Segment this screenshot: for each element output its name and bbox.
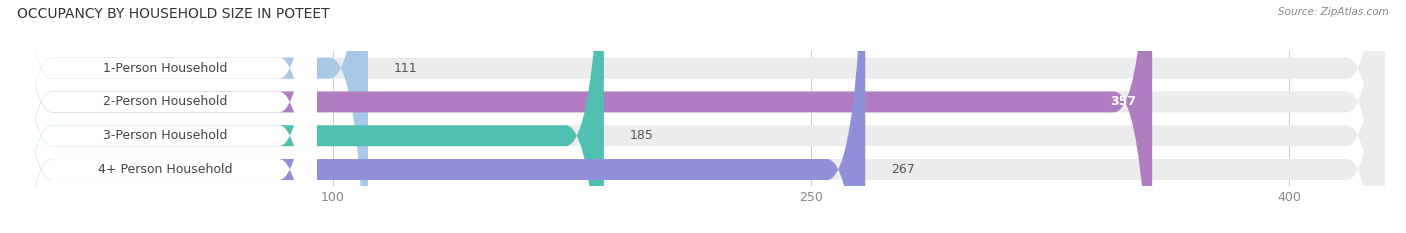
Text: OCCUPANCY BY HOUSEHOLD SIZE IN POTEET: OCCUPANCY BY HOUSEHOLD SIZE IN POTEET — [17, 7, 329, 21]
Text: 2-Person Household: 2-Person Household — [103, 96, 228, 108]
FancyBboxPatch shape — [14, 0, 316, 233]
FancyBboxPatch shape — [14, 0, 316, 233]
Text: 357: 357 — [1111, 96, 1136, 108]
FancyBboxPatch shape — [14, 0, 603, 233]
Text: Source: ZipAtlas.com: Source: ZipAtlas.com — [1278, 7, 1389, 17]
Text: 111: 111 — [394, 62, 418, 75]
FancyBboxPatch shape — [14, 0, 1385, 233]
FancyBboxPatch shape — [14, 0, 1152, 233]
FancyBboxPatch shape — [14, 0, 1385, 233]
Text: 267: 267 — [891, 163, 914, 176]
FancyBboxPatch shape — [14, 0, 368, 233]
FancyBboxPatch shape — [14, 0, 1385, 233]
Text: 185: 185 — [630, 129, 654, 142]
Text: 3-Person Household: 3-Person Household — [103, 129, 228, 142]
FancyBboxPatch shape — [14, 0, 316, 233]
Text: 4+ Person Household: 4+ Person Household — [98, 163, 233, 176]
FancyBboxPatch shape — [14, 0, 865, 233]
FancyBboxPatch shape — [14, 0, 1385, 233]
Text: 1-Person Household: 1-Person Household — [103, 62, 228, 75]
FancyBboxPatch shape — [14, 0, 316, 233]
